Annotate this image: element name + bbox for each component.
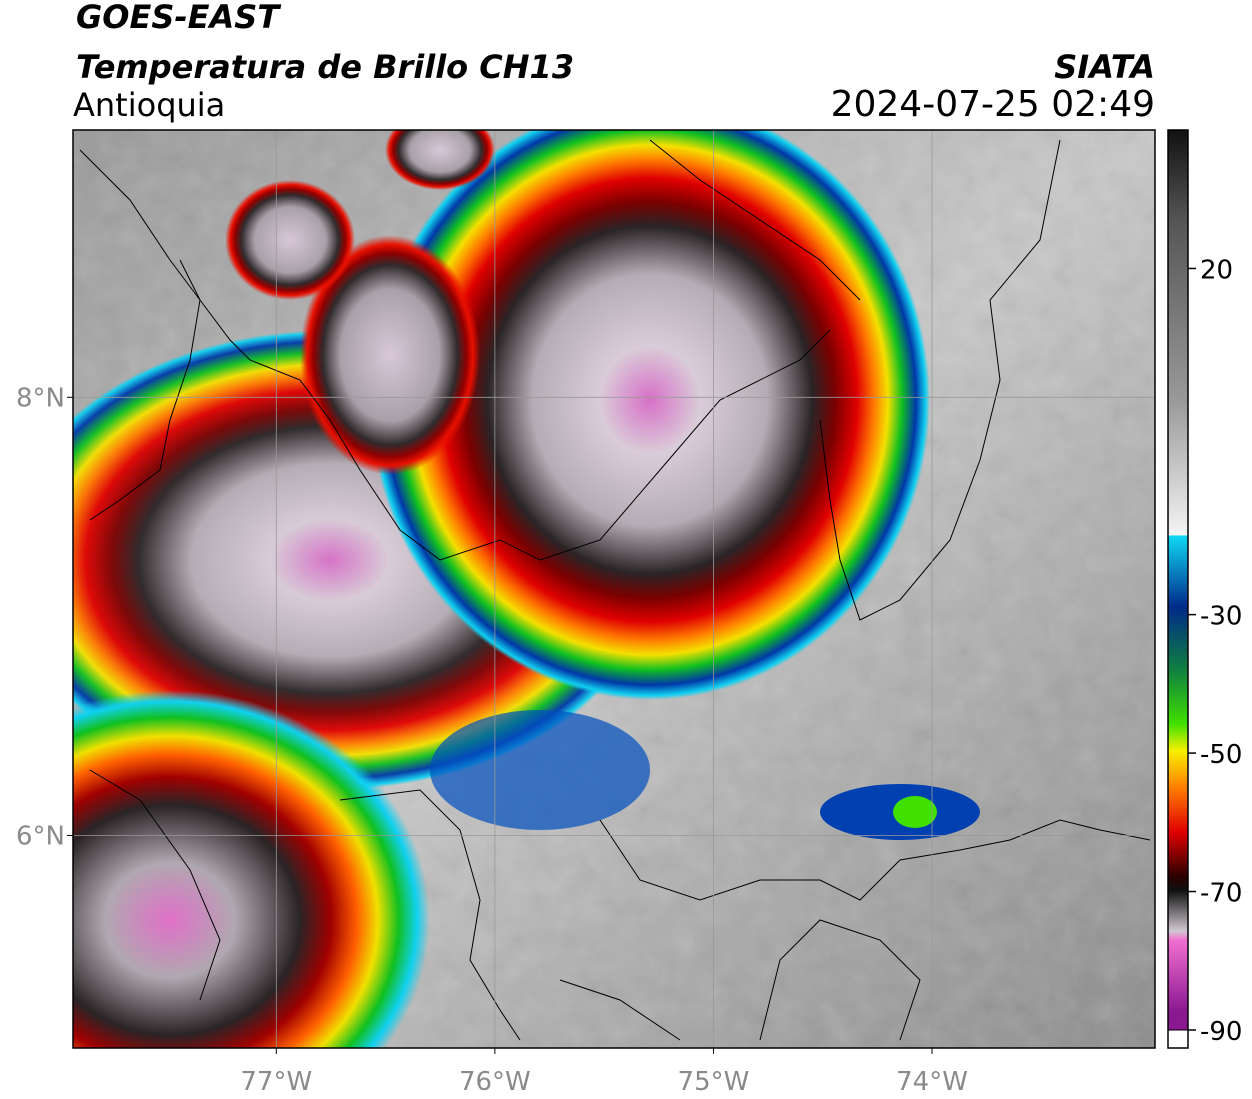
annotations: 77°W 76°W 75°W 74°W 8°N 6°N 20 -30 -50 -70 -90	[16, 255, 1242, 1097]
map-frame	[72, 129, 1156, 1049]
colorbar-frame	[1167, 129, 1189, 1049]
x-tick-label: 74°W	[896, 1067, 968, 1097]
x-tick-label: 76°W	[459, 1067, 531, 1097]
colorbar-tick-label: -90	[1200, 1017, 1242, 1047]
graticule	[73, 130, 1155, 1048]
y-tick-label: 6°N	[16, 821, 65, 851]
title: GOES-EAST	[76, 0, 281, 36]
source: SIATA	[1054, 48, 1155, 86]
satellite-image	[73, 130, 1155, 1048]
datetime: 2024-07-25 02:49	[831, 84, 1155, 125]
subtitle: Temperatura de Brillo CH13	[76, 48, 574, 86]
colorbar	[1168, 130, 1188, 1030]
colorbar-under	[1167, 1029, 1189, 1049]
colorbar-tick-label: -70	[1200, 879, 1242, 909]
y-tick-label: 8°N	[16, 383, 65, 413]
borders	[79, 139, 1151, 1041]
colorbar-tick-label: -50	[1200, 740, 1242, 770]
colorbar-tick-label: -30	[1200, 602, 1242, 632]
x-tick-label: 75°W	[678, 1067, 750, 1097]
colorbar-tick-label: 20	[1200, 255, 1233, 285]
x-tick-label: 77°W	[240, 1067, 312, 1097]
region: Antioquia	[73, 86, 225, 124]
